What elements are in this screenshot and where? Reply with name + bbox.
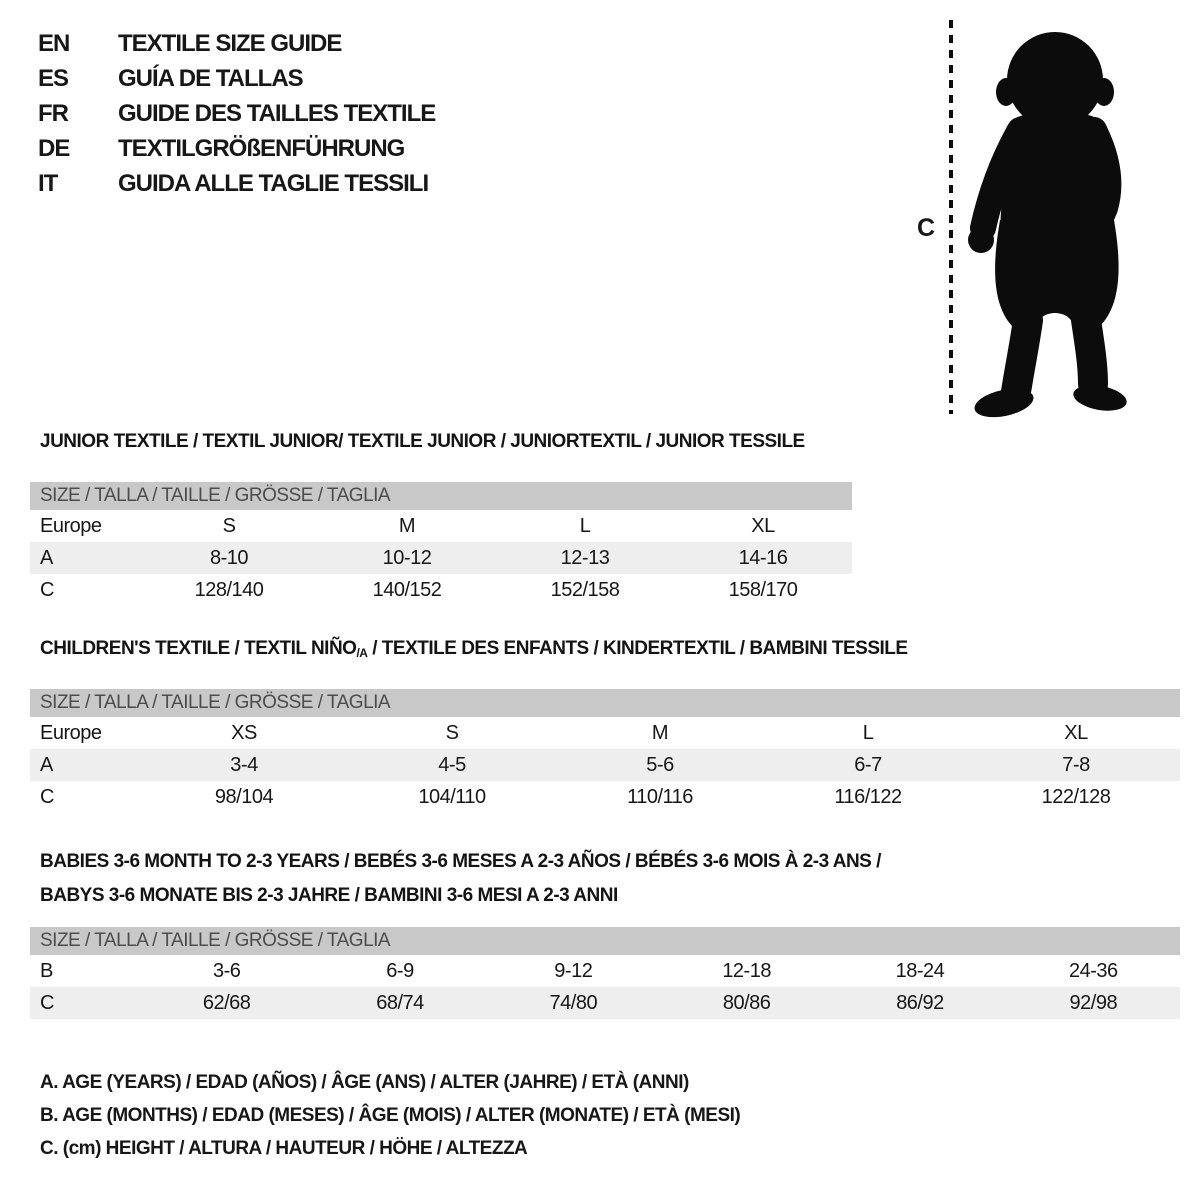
- size-cell: XL: [1064, 722, 1088, 744]
- toddler-silhouette-icon: [949, 20, 1127, 418]
- size-header-band: SIZE / TALLA / TAILLE / GRÖSSE / TAGLIA: [30, 927, 1180, 955]
- lang-title: TEXTILE SIZE GUIDE: [118, 30, 342, 57]
- legend-line-c: C. (cm) HEIGHT / ALTURA / HAUTEUR / HÖHE…: [40, 1138, 528, 1159]
- size-cell: XL: [751, 515, 775, 537]
- lang-row-de: DE TEXTILGRÖßENFÜHRUNG: [38, 131, 435, 166]
- value-cell: 116/122: [834, 786, 902, 808]
- table-row-height: C 128/140 140/152 152/158 158/170: [30, 574, 852, 606]
- section-title-children: CHILDREN'S TEXTILE / TEXTIL NIÑO/A / TEX…: [40, 638, 908, 660]
- row-label: C: [40, 786, 54, 808]
- babies-size-table: SIZE / TALLA / TAILLE / GRÖSSE / TAGLIA …: [30, 927, 1180, 1019]
- children-size-table: SIZE / TALLA / TAILLE / GRÖSSE / TAGLIA …: [30, 689, 1180, 813]
- value-cell: 7-8: [1062, 754, 1090, 776]
- value-cell: 86/92: [896, 992, 944, 1014]
- table-row-europe: Europe S M L XL: [30, 510, 852, 542]
- title-line-2: BABYS 3-6 MONATE BIS 2-3 JAHRE / BAMBINI…: [40, 885, 618, 906]
- value-cell: 80/86: [722, 992, 771, 1014]
- size-cell: M: [398, 515, 416, 537]
- size-cell: S: [445, 722, 459, 744]
- lang-code: FR: [38, 100, 69, 127]
- title-line-1: BABIES 3-6 MONTH TO 2-3 YEARS / BEBÉS 3-…: [40, 851, 881, 872]
- value-cell: 158/170: [728, 579, 798, 601]
- lang-title: TEXTILGRÖßENFÜHRUNG: [118, 135, 405, 162]
- row-label: A: [40, 754, 53, 776]
- section-title-babies: BABIES 3-6 MONTH TO 2-3 YEARS / BEBÉS 3-…: [40, 845, 881, 913]
- lang-title: GUÍA DE TALLAS: [118, 65, 304, 92]
- size-cell: L: [862, 722, 874, 744]
- value-cell: 104/110: [418, 786, 486, 808]
- lang-row-fr: FR GUIDE DES TAILLES TEXTILE: [38, 96, 436, 131]
- row-label: A: [40, 547, 53, 569]
- lang-row-es: ES GUÍA DE TALLAS: [38, 61, 435, 96]
- value-cell: 6-7: [854, 754, 882, 776]
- value-cell: 74/80: [549, 992, 598, 1014]
- value-cell: 6-9: [386, 960, 414, 982]
- value-cell: 122/128: [1041, 786, 1111, 808]
- lang-code: IT: [38, 170, 58, 197]
- value-cell: 92/98: [1069, 992, 1118, 1014]
- value-cell: 68/74: [376, 992, 424, 1014]
- lang-code: DE: [38, 135, 70, 162]
- value-cell: 98/104: [214, 786, 274, 808]
- legend-line-a: A. AGE (YEARS) / EDAD (AÑOS) / ÂGE (ANS)…: [40, 1072, 689, 1093]
- lang-row-it: IT GUIDA ALLE TAGLIE TESSILI: [38, 166, 435, 201]
- value-cell: 140/152: [372, 579, 442, 601]
- title-subscript: /A: [356, 646, 368, 660]
- junior-size-table: SIZE / TALLA / TAILLE / GRÖSSE / TAGLIA …: [30, 482, 852, 606]
- lang-row-en: EN TEXTILE SIZE GUIDE: [38, 26, 435, 61]
- size-cell: XS: [231, 722, 257, 744]
- table-row-months: B 3-6 6-9 9-12 12-18 18-24 24-36: [30, 955, 1180, 987]
- value-cell: 5-6: [646, 754, 674, 776]
- value-cell: 152/158: [550, 579, 620, 601]
- lang-title: GUIDA ALLE TAGLIE TESSILI: [118, 170, 429, 197]
- height-measure-label: C: [916, 214, 936, 242]
- legend-line-b: B. AGE (MONTHS) / EDAD (MESES) / ÂGE (MO…: [40, 1105, 741, 1126]
- value-cell: 18-24: [895, 960, 945, 982]
- size-cell: M: [651, 722, 669, 744]
- row-label: C: [40, 992, 54, 1014]
- table-row-age: A 8-10 10-12 12-13 14-16: [30, 542, 852, 574]
- table-row-height: C 62/68 68/74 74/80 80/86 86/92 92/98: [30, 987, 1180, 1019]
- value-cell: 10-12: [382, 547, 432, 569]
- value-cell: 4-5: [438, 754, 466, 776]
- lang-title: GUIDE DES TAILLES TEXTILE: [118, 100, 436, 127]
- row-label: Europe: [40, 722, 102, 744]
- size-header-band: SIZE / TALLA / TAILLE / GRÖSSE / TAGLIA: [30, 689, 1180, 717]
- legend: A. AGE (YEARS) / EDAD (AÑOS) / ÂGE (ANS)…: [40, 1066, 741, 1165]
- size-cell: L: [579, 515, 591, 537]
- value-cell: 9-12: [554, 960, 593, 982]
- row-label: B: [40, 960, 53, 982]
- table-row-age: A 3-4 4-5 5-6 6-7 7-8: [30, 749, 1180, 781]
- value-cell: 12-13: [560, 547, 610, 569]
- value-cell: 3-6: [212, 960, 241, 982]
- value-cell: 8-10: [209, 547, 249, 569]
- value-cell: 128/140: [194, 579, 264, 601]
- value-cell: 3-4: [230, 754, 258, 776]
- row-label: Europe: [40, 515, 102, 537]
- value-cell: 12-18: [722, 960, 771, 982]
- lang-code: ES: [38, 65, 69, 92]
- table-row-height: C 98/104 104/110 110/116 116/122 122/128: [30, 781, 1180, 813]
- value-cell: 24-36: [1068, 960, 1118, 982]
- value-cell: 14-16: [738, 547, 788, 569]
- title-text: CHILDREN'S TEXTILE / TEXTIL NIÑO: [40, 638, 357, 659]
- title-text: / TEXTILE DES ENFANTS / KINDERTEXTIL / B…: [367, 638, 908, 659]
- table-row-europe: Europe XS S M L XL: [30, 717, 1180, 749]
- size-cell: S: [222, 515, 236, 537]
- lang-code: EN: [38, 30, 70, 57]
- section-title-junior: JUNIOR TEXTILE / TEXTIL JUNIOR/ TEXTILE …: [40, 431, 805, 452]
- size-header-band: SIZE / TALLA / TAILLE / GRÖSSE / TAGLIA: [30, 482, 852, 510]
- value-cell: 62/68: [202, 992, 251, 1014]
- language-header: EN TEXTILE SIZE GUIDE ES GUÍA DE TALLAS …: [38, 26, 436, 201]
- value-cell: 110/116: [627, 786, 693, 808]
- row-label: C: [40, 579, 54, 601]
